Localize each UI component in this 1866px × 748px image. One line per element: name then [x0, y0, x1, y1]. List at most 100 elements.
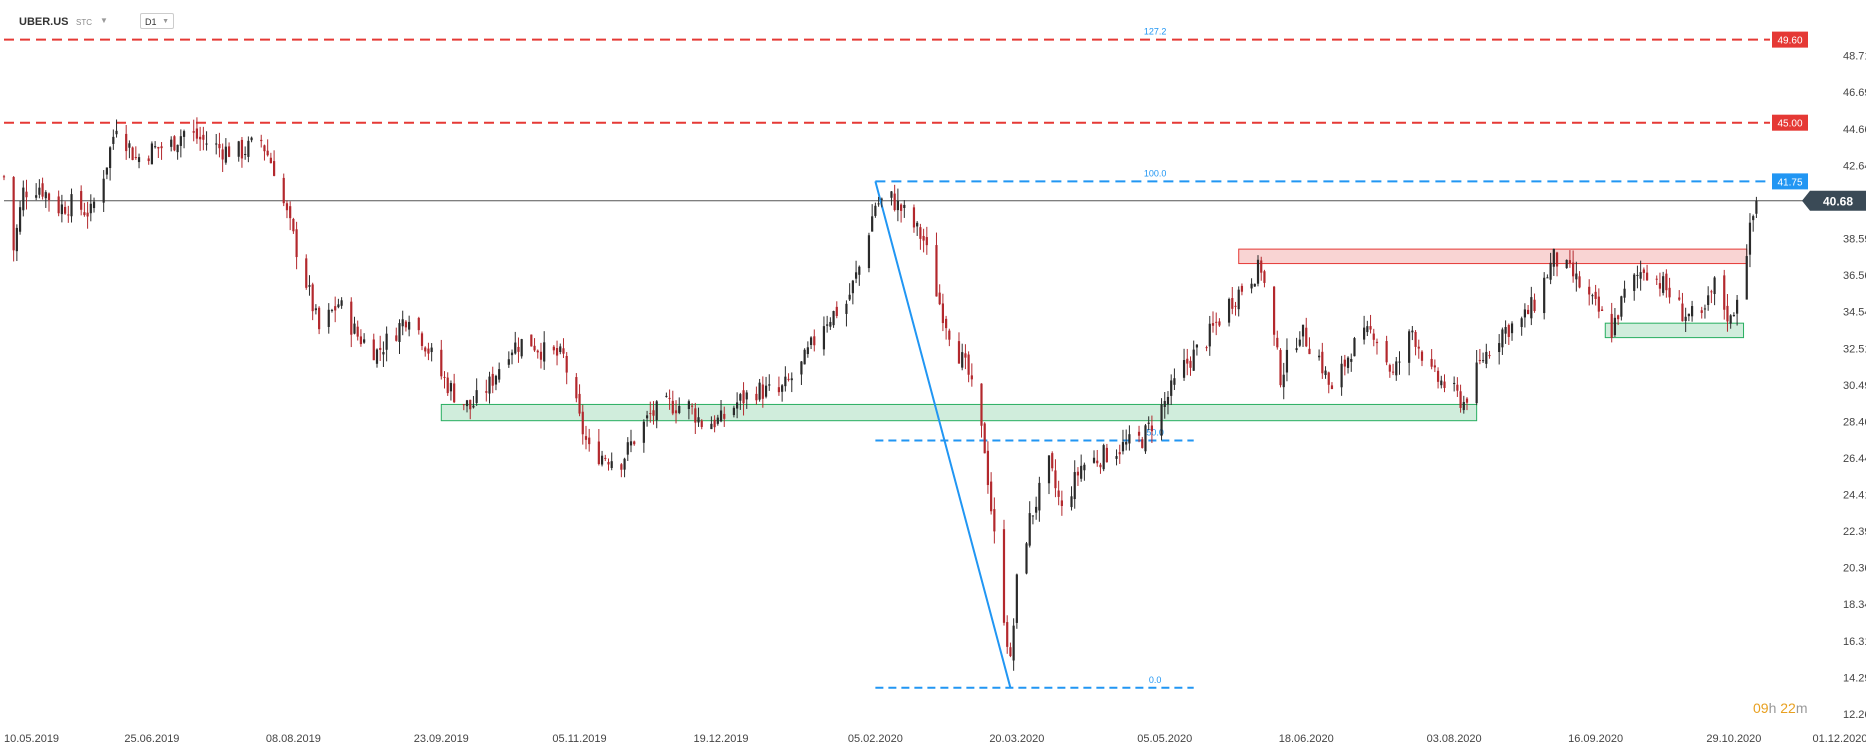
candle-body	[1189, 360, 1192, 368]
candle-body	[1690, 306, 1694, 317]
candle-body	[781, 385, 784, 392]
candle-body	[970, 375, 973, 380]
candle-body	[588, 437, 591, 445]
candle-body	[806, 347, 809, 355]
candle-body	[1433, 365, 1436, 368]
timeframe-select[interactable]: D1 ▼	[140, 13, 174, 29]
candle-body	[89, 203, 92, 214]
candle-body	[173, 136, 176, 151]
candle-body	[790, 378, 793, 381]
candle-body	[330, 309, 334, 311]
candle-body	[1623, 288, 1626, 298]
candle-body	[1726, 305, 1729, 322]
candle-body	[768, 384, 771, 386]
candle-body	[1363, 327, 1366, 340]
candle-body	[1015, 574, 1018, 623]
candle-body	[170, 139, 173, 147]
candle-body	[424, 347, 427, 352]
candle-body	[1096, 460, 1099, 464]
candle-body	[1642, 269, 1645, 273]
candle-body	[250, 137, 253, 141]
candle-body	[1658, 283, 1662, 289]
candle-body	[1588, 286, 1591, 295]
candle-body	[530, 334, 533, 347]
candle-body	[195, 128, 199, 139]
candle-body	[597, 441, 600, 465]
candle-body	[218, 143, 221, 149]
candle-body	[993, 509, 996, 532]
candle-body	[272, 161, 276, 176]
candle-body	[890, 191, 893, 198]
candle-body	[1173, 378, 1176, 385]
candle-body	[237, 141, 240, 157]
candle-layer	[2, 117, 1758, 671]
candle-body	[295, 229, 298, 258]
candle-body	[1073, 472, 1076, 500]
y-tick-label: 44.66	[1843, 124, 1866, 136]
current-price-tag	[1802, 190, 1866, 211]
candle-body	[555, 348, 559, 356]
candle-body	[498, 369, 501, 380]
candle-body	[1160, 404, 1163, 436]
candle-body	[1128, 434, 1131, 444]
candle-body	[1099, 464, 1102, 468]
candle-body	[420, 333, 424, 346]
axis-layer: 48.71 46.69 44.66 42.64 38.59 36.56 34.54 32.51…	[4, 51, 1866, 745]
candle-body	[215, 143, 218, 145]
candle-body	[105, 167, 108, 175]
candle-body	[642, 421, 645, 443]
candle-body	[961, 352, 964, 368]
candle-body	[469, 399, 472, 410]
chevron-down-icon[interactable]: ▼	[100, 16, 108, 25]
candle-body	[533, 345, 536, 351]
candle-body	[1530, 297, 1533, 319]
candle-body	[227, 146, 231, 157]
x-tick-label: 03.08.2020	[1427, 733, 1482, 745]
candle-body	[1115, 456, 1118, 459]
candle-body	[1436, 370, 1440, 382]
candle-body	[1485, 351, 1488, 364]
candle-body	[845, 303, 848, 314]
candle-body	[1035, 506, 1038, 513]
candle-body	[263, 145, 266, 152]
candle-body	[44, 192, 47, 199]
candle-body	[1215, 321, 1218, 323]
candle-body	[266, 150, 269, 156]
candle-body	[1295, 348, 1298, 351]
candle-body	[314, 308, 317, 311]
candle-body	[1388, 365, 1391, 372]
candle-body	[1346, 357, 1350, 368]
level-tag-label: 41.75	[1777, 177, 1802, 188]
chart-header: UBER.US STC ▼ D1 ▼	[0, 0, 1866, 36]
candle-body	[1282, 374, 1285, 388]
candle-body	[1170, 380, 1173, 396]
candle-body	[112, 136, 115, 144]
candle-body	[1276, 337, 1279, 348]
candle-body	[1729, 315, 1732, 324]
candle-body	[1298, 339, 1301, 346]
y-tick-label: 32.51	[1843, 343, 1866, 355]
candle-body	[1478, 359, 1481, 361]
candle-timer: 09h 22m	[1753, 700, 1808, 716]
candle-body	[986, 450, 990, 486]
candle-body	[102, 178, 105, 203]
candle-body	[340, 300, 343, 306]
candle-body	[199, 136, 202, 140]
candle-body	[723, 413, 726, 419]
candle-body	[925, 237, 928, 246]
candle-body	[1118, 452, 1121, 455]
candle-body	[626, 442, 629, 455]
candle-body	[1038, 482, 1041, 511]
candle-body	[1324, 370, 1327, 376]
candle-body	[430, 347, 433, 353]
candle-body	[1440, 380, 1443, 386]
candle-body	[449, 383, 453, 392]
candle-body	[1125, 441, 1128, 445]
candle-body	[514, 342, 517, 354]
candle-body	[1256, 259, 1260, 284]
candle-body	[1237, 289, 1240, 310]
candle-body	[1318, 355, 1321, 358]
y-tick-label: 18.34	[1843, 599, 1866, 611]
candle-body	[401, 319, 404, 327]
